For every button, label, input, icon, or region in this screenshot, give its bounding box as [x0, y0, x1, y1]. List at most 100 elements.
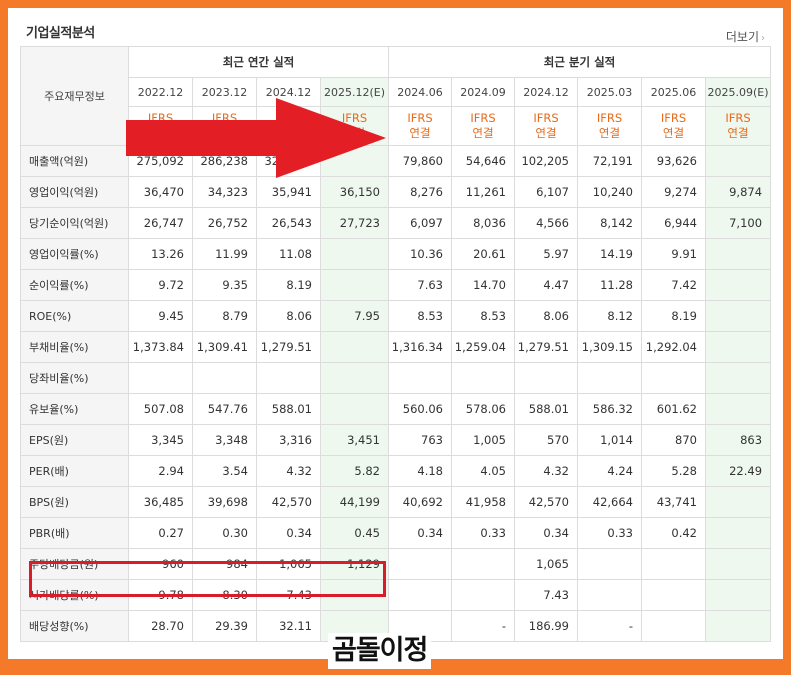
table-cell: 8.19 — [641, 300, 706, 332]
table-cell: 8,142 — [577, 207, 642, 239]
table-cell: 4.32 — [256, 455, 321, 487]
table-cell — [256, 362, 321, 394]
table-cell: 7.43 — [514, 579, 578, 611]
table-row: 주당배당금(원) 960 984 1,065 1,129 1,065 — [20, 548, 772, 580]
table-cell — [704, 238, 772, 270]
table-cell: 8.12 — [577, 300, 642, 332]
dividend-highlight-box — [29, 561, 386, 597]
ifrs-top-text: IFRS — [725, 111, 751, 125]
table-cell: 36,150 — [320, 176, 389, 208]
table-cell — [577, 579, 642, 611]
period-header: 2025.12(E) — [320, 77, 389, 107]
row-label: EPS(원) — [20, 424, 129, 456]
table-cell: 35,941 — [256, 176, 321, 208]
table-cell — [704, 269, 772, 301]
table-cell — [704, 300, 772, 332]
row-label: ROE(%) — [20, 300, 129, 332]
ifrs-top-text: IFRS — [660, 111, 687, 125]
table-cell — [641, 579, 706, 611]
table-cell: 6,097 — [388, 207, 452, 239]
table-row: 당좌비율(%) — [20, 362, 772, 394]
table-cell: 4.47 — [514, 269, 578, 301]
row-label: 주당배당금(원) — [20, 548, 129, 580]
table-row: 배당성향(%) 28.70 29.39 32.11 -186.99- — [20, 610, 772, 642]
table-cell: 588.01 — [256, 393, 321, 425]
table-cell — [704, 579, 772, 611]
row-label: 영업이익률(%) — [20, 238, 129, 270]
table-cell: 6,944 — [641, 207, 706, 239]
period-header: 2023.12 — [192, 77, 257, 107]
table-cell: 41,958 — [451, 486, 515, 518]
table-cell: 10.36 — [388, 238, 452, 270]
table-cell — [514, 362, 578, 394]
table-cell: 0.45 — [320, 517, 389, 549]
red-arrow-annotation — [126, 98, 386, 178]
row-label: PBR(배) — [20, 517, 129, 549]
table-cell: 42,570 — [256, 486, 321, 518]
table-cell: 9.45 — [128, 300, 193, 332]
table-cell: 0.34 — [388, 517, 452, 549]
table-cell: 1,014 — [577, 424, 642, 456]
table-cell — [704, 548, 772, 580]
row-label: BPS(원) — [20, 486, 129, 518]
table-cell: 22.49 — [704, 455, 772, 487]
row-label: 매출액(억원) — [20, 145, 129, 177]
table-cell: 79,860 — [388, 145, 452, 177]
table-cell: - — [577, 610, 642, 642]
table-row: ROE(%) 9.45 8.79 8.06 7.95 8.53 8.53 8.06 8.12 8.… — [20, 300, 772, 332]
table-cell: 4.24 — [577, 455, 642, 487]
table-cell: 11.28 — [577, 269, 642, 301]
table-cell: 5.28 — [641, 455, 706, 487]
table-cell: 3.54 — [192, 455, 257, 487]
period-header: 2025.03 — [577, 77, 642, 107]
table-cell: 5.82 — [320, 455, 389, 487]
table-cell: 4.05 — [451, 455, 515, 487]
period-header: 2025.06 — [641, 77, 706, 107]
section-title: 기업실적분석 — [26, 26, 95, 41]
more-link[interactable]: 더보기 › — [726, 28, 765, 45]
table-cell: 1,309.15 — [577, 331, 642, 363]
table-cell — [451, 579, 515, 611]
table-cell — [192, 362, 257, 394]
table-cell: 11,261 — [451, 176, 515, 208]
table-cell: 8,276 — [388, 176, 452, 208]
table-cell: 20.61 — [451, 238, 515, 270]
table-cell — [704, 331, 772, 363]
table-cell: 36,485 — [128, 486, 193, 518]
table-cell: 13.26 — [128, 238, 193, 270]
table-cell: 863 — [704, 424, 772, 456]
table-cell — [641, 548, 706, 580]
table-cell — [641, 610, 706, 642]
table-cell: 186.99 — [514, 610, 578, 642]
table-cell: 3,348 — [192, 424, 257, 456]
table-cell: 2.94 — [128, 455, 193, 487]
table-cell: 870 — [641, 424, 706, 456]
table-cell: 3,451 — [320, 424, 389, 456]
table-cell: 1,065 — [514, 548, 578, 580]
table-cell: 601.62 — [641, 393, 706, 425]
table-cell — [320, 269, 389, 301]
watermark-text: 곰돌이정 — [328, 633, 432, 669]
row-label: 배당성향(%) — [20, 610, 129, 642]
table-cell: 8,036 — [451, 207, 515, 239]
table-cell: 0.34 — [256, 517, 321, 549]
table-cell: 1,279.51 — [514, 331, 578, 363]
table-cell: 11.08 — [256, 238, 321, 270]
financial-panel: 기업실적분석 더보기 › 주요재무정보 최근 연간 실적 최근 분기 실적 202… — [8, 8, 783, 669]
table-cell: 40,692 — [388, 486, 452, 518]
table-cell: 102,205 — [514, 145, 578, 177]
ifrs-top-text: IFRS — [407, 111, 433, 125]
arrow-shape — [126, 98, 386, 178]
period-header: 2024.12 — [256, 77, 321, 107]
table-cell: 1,065 — [256, 548, 321, 580]
table-cell: 6,107 — [514, 176, 578, 208]
table-cell: 54,646 — [451, 145, 515, 177]
table-cell: 763 — [388, 424, 452, 456]
table-cell: 570 — [514, 424, 578, 456]
row-label: PER(배) — [20, 455, 129, 487]
ifrs-bottom-text: 연결 — [598, 126, 621, 140]
chevron-right-icon: › — [761, 33, 765, 44]
